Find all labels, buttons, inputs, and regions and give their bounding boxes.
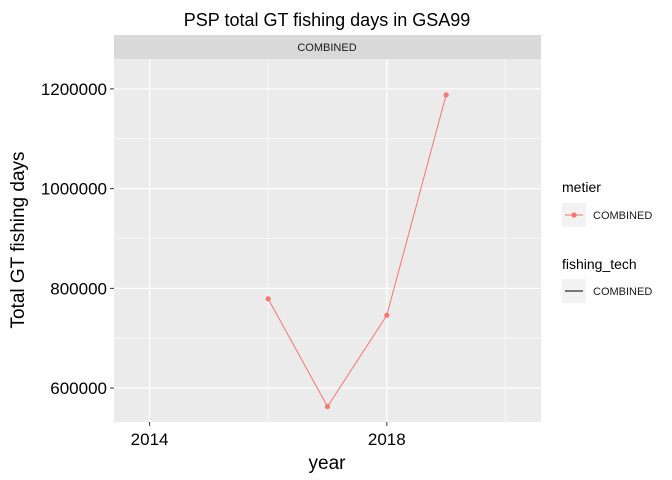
chart-title: PSP total GT fishing days in GSA99 (184, 10, 471, 30)
legend-title: fishing_tech (562, 256, 637, 272)
legend-label: COMBINED (593, 286, 652, 298)
facet-strip-label: COMBINED (297, 42, 356, 54)
x-tick-label: 2018 (368, 430, 406, 449)
y-tick-label: 1200000 (41, 80, 107, 99)
data-point (265, 296, 271, 302)
legend-title: metier (562, 179, 601, 195)
data-point (384, 312, 390, 318)
y-tick-label: 600000 (50, 379, 107, 398)
gridlines (114, 59, 541, 422)
y-axis-title: Total GT fishing days (8, 151, 29, 328)
series-line (267, 94, 447, 408)
axis-ticks: 2014 2018 600000 800000 1000000 1200000 (41, 80, 406, 449)
series-layer (265, 92, 449, 410)
facet-strip (114, 35, 541, 59)
x-tick-label: 2014 (131, 430, 169, 449)
legend-label: COMBINED (593, 210, 652, 222)
y-tick-label: 800000 (50, 279, 107, 298)
legend: metier COMBINED fishing_tech COMBINED (562, 179, 652, 303)
y-tick-label: 1000000 (41, 180, 107, 199)
legend-key-point (571, 212, 577, 218)
plot-panel (114, 59, 541, 422)
data-point (443, 92, 449, 98)
data-point (324, 403, 331, 410)
x-axis-title: year (309, 453, 347, 474)
